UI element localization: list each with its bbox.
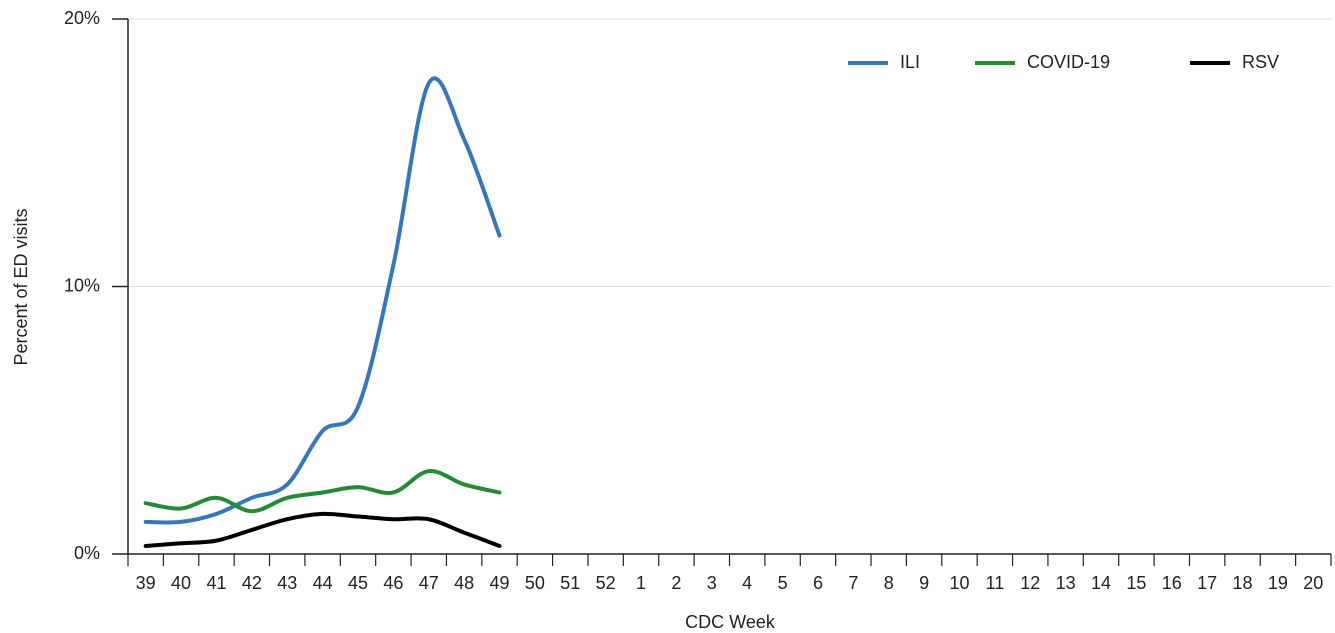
x-tick-label: 43 (277, 573, 297, 593)
x-tick-label: 3 (707, 573, 717, 593)
x-tick-label: 12 (1020, 573, 1040, 593)
x-tick-label: 47 (419, 573, 439, 593)
x-tick-label: 18 (1233, 573, 1253, 593)
x-tick-label: 7 (848, 573, 858, 593)
x-tick-label: 50 (525, 573, 545, 593)
x-tick-label: 5 (778, 573, 788, 593)
x-tick-label: 41 (206, 573, 226, 593)
x-tick-label: 20 (1303, 573, 1323, 593)
x-tick-label: 39 (136, 573, 156, 593)
x-tick-label: 19 (1268, 573, 1288, 593)
x-tick-label: 44 (313, 573, 333, 593)
x-tick-label: 49 (489, 573, 509, 593)
x-tick-label: 17 (1197, 573, 1217, 593)
x-tick-label: 14 (1091, 573, 1111, 593)
x-tick-label: 8 (884, 573, 894, 593)
y-tick-label: 20% (64, 8, 100, 28)
line (143, 469, 502, 514)
y-tick-label: 0% (74, 543, 100, 563)
x-tick-label: 9 (919, 573, 929, 593)
x-tick-label: 6 (813, 573, 823, 593)
x-tick-label: 45 (348, 573, 368, 593)
legend-label: ILI (900, 52, 920, 72)
line (143, 76, 502, 525)
x-tick-label: 16 (1162, 573, 1182, 593)
x-tick-label: 4 (742, 573, 752, 593)
y-axis-label: Percent of ED visits (11, 208, 31, 365)
y-tick-label: 10% (64, 275, 100, 295)
legend-label: COVID-19 (1027, 52, 1110, 72)
x-tick-label: 2 (671, 573, 681, 593)
x-tick-label: 48 (454, 573, 474, 593)
x-tick-label: 51 (560, 573, 580, 593)
line (143, 511, 502, 548)
x-tick-label: 10 (949, 573, 969, 593)
x-tick-label: 11 (986, 573, 1005, 593)
x-tick-label: 15 (1126, 573, 1146, 593)
x-tick-label: 42 (242, 573, 262, 593)
x-tick-label: 52 (596, 573, 616, 593)
x-tick-label: 46 (383, 573, 403, 593)
x-axis-label: CDC Week (685, 612, 776, 632)
legend-label: RSV (1242, 52, 1279, 72)
x-tick-label: 13 (1056, 573, 1076, 593)
x-tick-label: 1 (636, 573, 646, 593)
x-tick-label: 40 (171, 573, 191, 593)
